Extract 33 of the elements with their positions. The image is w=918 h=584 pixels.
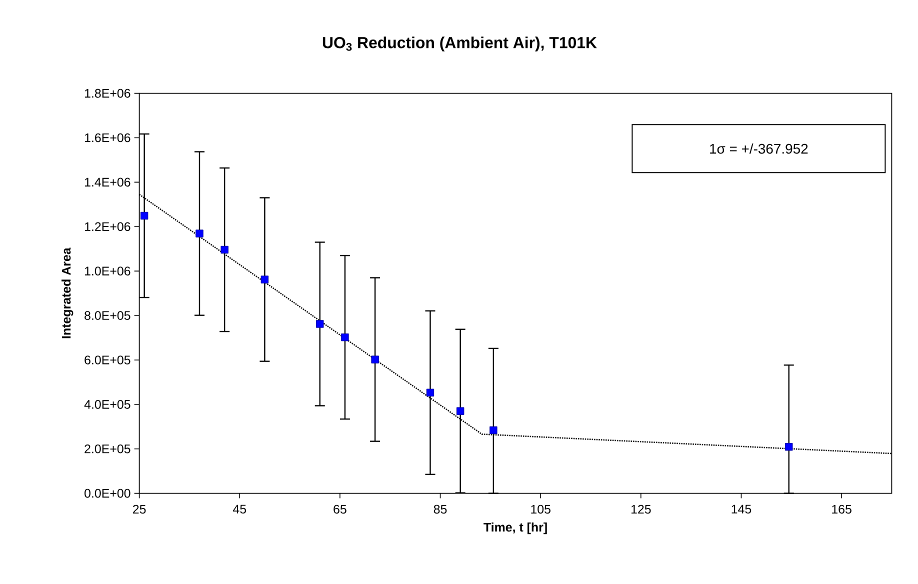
y-tick-label: 8.0E+05 — [84, 311, 130, 320]
x-tick-label: 85 — [434, 504, 447, 514]
chart-title: UO$_{3}$ Reduction (Ambient Air), T101K — [322, 36, 597, 52]
point — [260, 276, 269, 284]
x-tick-label: 65 — [334, 504, 346, 514]
x-tick-label: 165 — [832, 504, 852, 514]
point — [456, 407, 464, 415]
x-tick-label: 145 — [732, 504, 752, 514]
point — [785, 443, 793, 451]
x-tick-label: 45 — [232, 504, 246, 514]
point — [341, 333, 349, 342]
y-tick-label: 0.0E+00 — [84, 488, 130, 498]
point — [196, 230, 204, 238]
point — [220, 246, 228, 254]
y-axis-title: Integrated Area — [62, 248, 74, 338]
x-tick-label: 105 — [531, 504, 550, 514]
point — [426, 388, 434, 396]
y-tick-label: 6.0E+05 — [84, 356, 130, 364]
point — [371, 356, 379, 364]
x-axis-title: Time, t [hr] — [484, 522, 547, 534]
point — [140, 212, 148, 220]
annotation: 1σ = +/-367.952 — [710, 143, 808, 154]
y-tick-label: 2.0E+05 — [84, 444, 130, 454]
x-tick-label: 25 — [133, 504, 146, 514]
y-tick-label: 4.0E+05 — [84, 400, 130, 409]
y-tick-label: 1.6E+06 — [84, 133, 130, 142]
y-tick-label: 1.8E+06 — [84, 88, 130, 98]
y-tick-label: 1.0E+06 — [84, 266, 130, 276]
point — [316, 320, 324, 328]
y-tick-label: 1.4E+06 — [84, 178, 130, 187]
y-tick-label: 1.2E+06 — [84, 222, 130, 232]
point — [490, 426, 498, 434]
x-tick-label: 125 — [631, 504, 651, 514]
